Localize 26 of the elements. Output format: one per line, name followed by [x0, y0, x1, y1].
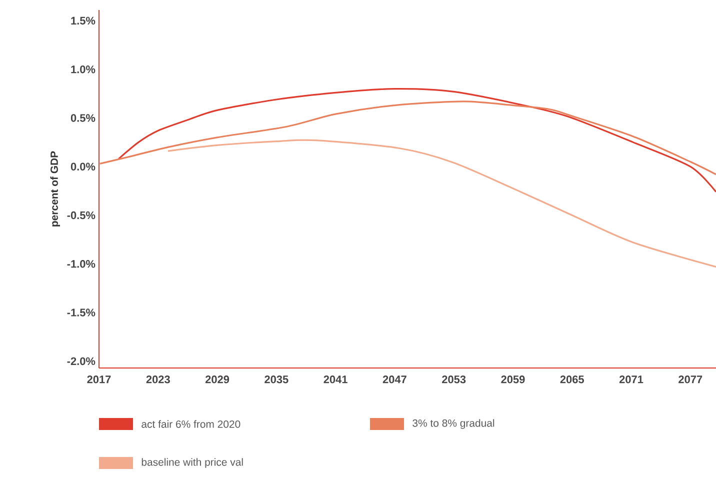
- legend-label: 3% to 8% gradual: [412, 419, 494, 429]
- x-tick-label: 2077: [678, 376, 702, 384]
- y-tick-label: -0.5%: [67, 211, 96, 220]
- x-tick-label: 2017: [87, 376, 111, 384]
- y-tick-label: -1.5%: [67, 308, 96, 316]
- legend-label: baseline with price val: [142, 458, 243, 468]
- x-tick-label: 2035: [264, 376, 288, 384]
- y-tick-label: -1.0%: [67, 260, 96, 268]
- x-tick-label: 2059: [501, 376, 525, 384]
- y-tick-label: 0.5%: [70, 114, 96, 122]
- line-series: [118, 88, 716, 193]
- y-tick-label: 1.0%: [71, 65, 96, 74]
- line-series: [99, 100, 716, 176]
- line-series: [167, 139, 716, 268]
- y-tick-label: 1.5%: [71, 16, 96, 25]
- x-tick-label: 2065: [560, 376, 584, 384]
- x-tick-label: 2053: [442, 376, 466, 384]
- x-tick-label: 2071: [619, 376, 644, 384]
- y-axis-title: percent of GDP: [50, 151, 60, 226]
- legend-label: act fair 6% from 2020: [142, 420, 240, 428]
- x-tick-label: 2023: [146, 376, 170, 384]
- y-tick-label: -2.0%: [67, 357, 96, 366]
- x-tick-label: 2029: [205, 376, 230, 384]
- y-tick-label: 0.0%: [70, 162, 96, 171]
- x-tick-label: 2041: [324, 376, 348, 384]
- x-tick-label: 2047: [382, 376, 406, 384]
